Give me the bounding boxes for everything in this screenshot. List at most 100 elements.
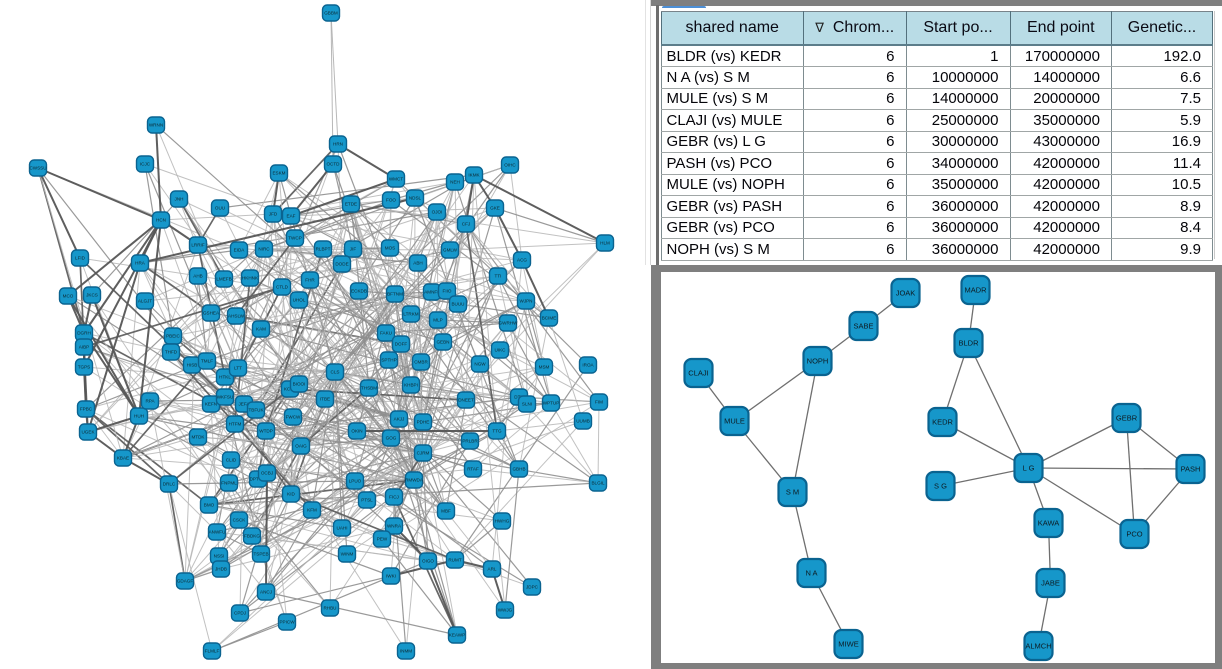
svg-text:KEAWP: KEAWP	[449, 633, 465, 638]
svg-text:RUMT: RUMT	[448, 558, 461, 563]
svg-text:NSSI: NSSI	[214, 554, 225, 559]
svg-text:EIDA: EIDA	[234, 248, 246, 253]
svg-text:FIIO: FIIO	[443, 289, 452, 294]
svg-text:UHOL: UHOL	[293, 298, 306, 303]
svg-text:RHBU: RHBU	[323, 606, 336, 611]
svg-text:CSCK: CSCK	[233, 518, 247, 523]
svg-text:TTI: TTI	[495, 274, 502, 279]
svg-text:HLM: HLM	[600, 241, 610, 246]
svg-text:TMLF: TMLF	[201, 359, 213, 364]
svg-text:JEFA: JEFA	[239, 402, 251, 407]
svg-text:TWCP: TWCP	[288, 236, 302, 241]
svg-text:JKCS: JKCS	[86, 293, 98, 298]
svg-text:ITBE: ITBE	[320, 397, 330, 402]
svg-text:HCN: HCN	[156, 218, 166, 223]
svg-text:LPUO: LPUO	[349, 479, 362, 484]
svg-text:JFD: JFD	[269, 212, 278, 217]
svg-text:UGEK: UGEK	[81, 430, 95, 435]
svg-text:HRN: HRN	[333, 142, 343, 147]
svg-text:S M: S M	[785, 488, 798, 497]
svg-text:FOO: FOO	[386, 198, 396, 203]
svg-text:RLBPT: RLBPT	[316, 247, 331, 252]
svg-text:OKIN: OKIN	[351, 429, 362, 434]
svg-text:GDAGF: GDAGF	[177, 579, 194, 584]
svg-text:INMM: INMM	[400, 649, 412, 654]
svg-text:PPICW: PPICW	[279, 620, 295, 625]
svg-text:SPTHP: SPTHP	[381, 358, 396, 363]
svg-text:DRLC: DRLC	[163, 482, 176, 487]
svg-text:BCIME: BCIME	[542, 316, 557, 321]
svg-text:TGPS: TGPS	[78, 365, 91, 370]
svg-text:JHDB: JHDB	[215, 567, 227, 572]
svg-text:DOFF: DOFF	[395, 342, 408, 347]
svg-text:ANCJ: ANCJ	[260, 590, 272, 595]
svg-text:GWRHW: GWRHW	[499, 321, 519, 326]
svg-text:MIWE: MIWE	[838, 640, 858, 649]
svg-text:MSM: MSM	[539, 365, 550, 370]
svg-text:LFID: LFID	[75, 256, 86, 261]
svg-text:DODE: DODE	[335, 262, 348, 267]
svg-text:CLID: CLID	[226, 458, 237, 463]
svg-text:TBFUK: TBFUK	[248, 408, 264, 413]
svg-text:SABE: SABE	[853, 322, 873, 331]
svg-text:PDHE: PDHE	[417, 420, 430, 425]
svg-text:ABH: ABH	[413, 261, 422, 266]
svg-text:FAKU: FAKU	[380, 331, 392, 336]
svg-text:MBF: MBF	[441, 509, 451, 514]
svg-text:OIGO: OIGO	[422, 559, 434, 564]
svg-text:KBAE: KBAE	[117, 456, 129, 461]
svg-text:GMLW: GMLW	[443, 248, 458, 253]
svg-text:KHBPI: KHBPI	[404, 383, 418, 388]
svg-text:HRA: HRA	[135, 261, 146, 266]
svg-text:ECKDB: ECKDB	[351, 289, 367, 294]
svg-text:RTAF: RTAF	[467, 467, 479, 472]
svg-text:JDPC: JDPC	[526, 585, 539, 590]
svg-text:FBDKG: FBDKG	[244, 534, 260, 539]
svg-text:JABE: JABE	[1041, 579, 1060, 588]
svg-text:ALMCH: ALMCH	[1025, 642, 1051, 651]
svg-text:GOG: GOG	[386, 436, 397, 441]
svg-text:OCBJ: OCBJ	[261, 471, 273, 476]
svg-text:WKFSU: WKFSU	[217, 395, 234, 400]
svg-text:AKJJ: AKJJ	[394, 417, 405, 422]
svg-text:LTRKM: LTRKM	[403, 312, 418, 317]
svg-text:PBEIC: PBEIC	[166, 334, 180, 339]
svg-text:OAIG: OAIG	[295, 444, 307, 449]
svg-text:GKE: GKE	[490, 206, 500, 211]
svg-text:OCTD: OCTD	[326, 162, 340, 167]
svg-text:BLDR: BLDR	[958, 339, 979, 348]
svg-text:KID: KID	[287, 492, 295, 497]
svg-text:ESKM: ESKM	[272, 171, 285, 176]
svg-text:FPBC: FPBC	[80, 407, 93, 412]
svg-text:MLP: MLP	[433, 318, 442, 323]
svg-text:AHSLW: AHSLW	[228, 314, 245, 319]
svg-text:KEFN: KEFN	[205, 402, 217, 407]
svg-text:FICJ: FICJ	[389, 495, 399, 500]
svg-text:BMO: BMO	[204, 503, 215, 508]
svg-text:WNRA: WNRA	[387, 524, 402, 529]
svg-text:BIOOI: BIOOI	[293, 382, 306, 387]
svg-text:PASH: PASH	[1180, 465, 1200, 474]
svg-text:AIBP: AIBP	[79, 345, 89, 350]
svg-text:GEBN: GEBN	[436, 340, 449, 345]
svg-text:JIF: JIF	[350, 247, 357, 252]
svg-text:CWSSU: CWSSU	[29, 166, 46, 171]
svg-text:GBHB: GBHB	[512, 467, 525, 472]
svg-text:BLGIL: BLGIL	[591, 481, 604, 486]
svg-text:WRNN: WRNN	[149, 123, 163, 128]
svg-text:L G: L G	[1022, 464, 1034, 473]
svg-text:ARL: ARL	[488, 567, 497, 572]
svg-text:ACG: ACG	[517, 258, 527, 263]
svg-text:DGRH: DGRH	[77, 331, 91, 336]
svg-text:GBBM: GBBM	[324, 11, 338, 16]
svg-text:WINM: WINM	[341, 552, 354, 557]
svg-text:DNEET: DNEET	[458, 398, 474, 403]
svg-text:OJOI: OJOI	[432, 210, 443, 215]
svg-text:CTLD: CTLD	[276, 285, 289, 290]
svg-text:CJRM: CJRM	[417, 451, 430, 456]
svg-text:MADR: MADR	[964, 286, 987, 295]
svg-text:CMBR: CMBR	[414, 360, 428, 365]
svg-text:UAHI: UAHI	[337, 526, 348, 531]
svg-text:THSBM: THSBM	[361, 386, 377, 391]
svg-text:IWKI: IWKI	[386, 574, 396, 579]
